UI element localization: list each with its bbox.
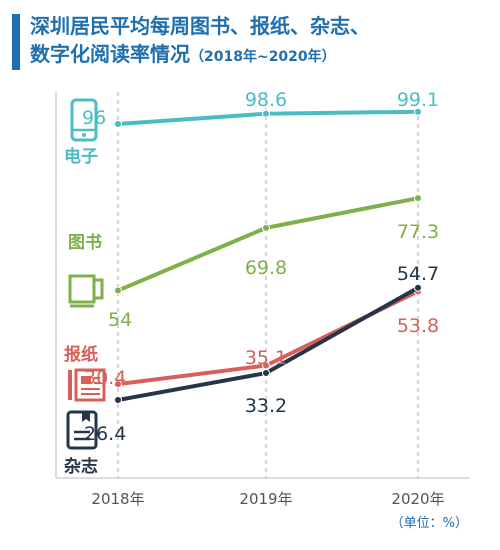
series-layer bbox=[114, 107, 422, 404]
data-label-magazine-0: 26.4 bbox=[84, 423, 126, 445]
data-label-newspaper-1: 35.1 bbox=[245, 347, 287, 369]
legend-label-books: 图书 bbox=[68, 233, 102, 253]
legend-label-magazine: 杂志 bbox=[64, 456, 98, 477]
x-tick-label-2: 2020年 bbox=[391, 490, 444, 508]
chart-title: 深圳居民平均每周图书、报纸、杂志、 数字化阅读率情况（2018年~2020年） bbox=[30, 12, 490, 71]
newspaper-icon bbox=[68, 368, 106, 402]
data-label-books-2: 77.3 bbox=[397, 221, 439, 243]
data-label-magazine-1: 33.2 bbox=[245, 395, 287, 417]
data-label-books-1: 69.8 bbox=[245, 257, 287, 279]
data-point-magazine-2 bbox=[414, 283, 422, 292]
data-point-books-1 bbox=[262, 223, 270, 232]
series-line-magazine bbox=[116, 285, 420, 402]
legend-label-digital: 电子 bbox=[64, 146, 98, 167]
grid-layer bbox=[56, 92, 470, 479]
x-tick-label-1: 2019年 bbox=[239, 490, 292, 508]
unit-note: （单位：%） bbox=[391, 516, 468, 531]
data-point-digital-0 bbox=[114, 120, 122, 128]
data-point-books-2 bbox=[414, 194, 422, 203]
book-icon bbox=[68, 274, 104, 308]
label-layer: 96 98.6 99.1 54 69.8 77.3 30.4 35.1 53.8 26.4 33.2… bbox=[82, 89, 439, 445]
data-point-digital-1 bbox=[262, 109, 270, 118]
data-point-magazine-0 bbox=[114, 396, 122, 404]
x-tick-label-0: 2018年 bbox=[91, 490, 144, 508]
title-accent-bar bbox=[12, 14, 20, 70]
legend-label-newspaper: 报纸 bbox=[64, 344, 98, 365]
tick-layer: 2018年 2019年 2020年 bbox=[91, 490, 444, 508]
title-line-1: 深圳居民平均每周图书、报纸、杂志、 bbox=[30, 14, 370, 38]
data-label-digital-0: 96 bbox=[82, 107, 106, 129]
data-label-newspaper-2: 53.8 bbox=[397, 315, 439, 337]
title-year-range: （2018年~2020年） bbox=[190, 49, 336, 65]
data-label-digital-1: 98.6 bbox=[245, 89, 287, 111]
magazine-icon bbox=[66, 410, 98, 450]
data-label-magazine-2: 54.7 bbox=[397, 263, 439, 285]
data-label-books-0: 54 bbox=[108, 309, 132, 331]
data-point-books-0 bbox=[114, 286, 122, 295]
data-point-newspaper-1 bbox=[262, 361, 270, 370]
data-label-digital-2: 99.1 bbox=[397, 89, 439, 111]
title-line-2: 数字化阅读率情况 bbox=[30, 42, 190, 66]
data-point-digital-2 bbox=[414, 107, 422, 116]
data-point-magazine-1 bbox=[262, 369, 270, 378]
phone-icon bbox=[70, 98, 98, 142]
data-point-newspaper-0 bbox=[114, 380, 122, 389]
data-label-newspaper-0: 30.4 bbox=[84, 367, 126, 389]
